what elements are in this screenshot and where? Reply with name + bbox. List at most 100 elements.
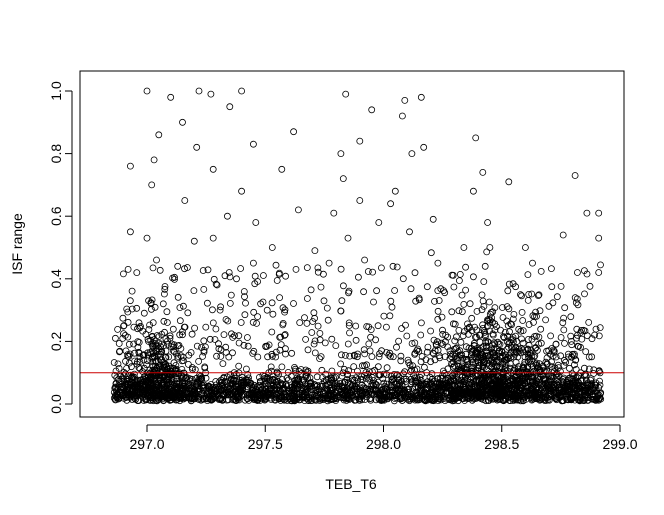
data-point bbox=[130, 323, 138, 331]
data-point bbox=[552, 340, 560, 348]
data-point bbox=[267, 363, 275, 371]
data-point bbox=[437, 339, 445, 347]
data-point bbox=[162, 347, 170, 355]
data-point bbox=[479, 168, 487, 176]
data-point bbox=[119, 314, 127, 322]
data-point bbox=[303, 295, 311, 302]
data-point bbox=[470, 339, 478, 347]
data-point bbox=[479, 324, 487, 332]
data-point bbox=[131, 349, 138, 357]
data-point bbox=[275, 370, 283, 378]
data-point bbox=[240, 341, 248, 349]
data-point bbox=[299, 394, 307, 402]
data-point bbox=[469, 273, 477, 281]
data-point bbox=[540, 367, 548, 375]
data-point bbox=[133, 385, 141, 393]
data-point bbox=[209, 319, 217, 327]
data-point bbox=[456, 270, 464, 278]
data-point bbox=[256, 389, 264, 397]
data-point bbox=[220, 331, 228, 339]
data-point bbox=[294, 206, 302, 214]
data-point bbox=[196, 373, 204, 381]
data-point bbox=[248, 391, 256, 399]
data-point bbox=[190, 237, 198, 245]
data-point bbox=[568, 370, 576, 378]
data-point bbox=[483, 248, 491, 256]
data-point bbox=[545, 384, 553, 391]
data-point bbox=[161, 328, 168, 336]
data-point bbox=[470, 389, 478, 397]
data-point bbox=[467, 363, 475, 371]
data-point bbox=[346, 352, 354, 360]
data-point bbox=[303, 264, 311, 272]
data-point bbox=[185, 381, 193, 388]
data-point bbox=[577, 390, 584, 398]
data-point bbox=[480, 302, 488, 310]
data-point bbox=[249, 318, 257, 326]
data-point bbox=[275, 389, 283, 397]
data-point bbox=[577, 329, 584, 336]
data-point bbox=[281, 308, 289, 316]
data-point bbox=[409, 362, 416, 370]
data-point bbox=[480, 278, 488, 286]
data-point bbox=[120, 322, 127, 330]
data-point bbox=[434, 315, 442, 323]
data-point bbox=[455, 277, 463, 285]
data-point bbox=[174, 342, 182, 350]
data-point bbox=[377, 264, 385, 272]
data-point bbox=[439, 326, 446, 334]
data-point bbox=[520, 348, 527, 356]
data-point bbox=[510, 386, 518, 394]
data-point bbox=[120, 270, 127, 278]
data-point bbox=[178, 357, 186, 365]
data-point bbox=[271, 396, 279, 404]
data-point bbox=[268, 386, 275, 394]
data-point bbox=[462, 286, 470, 294]
data-point bbox=[398, 325, 406, 332]
data-point bbox=[281, 306, 289, 314]
data-point bbox=[149, 393, 157, 401]
data-point bbox=[451, 391, 459, 399]
data-point bbox=[567, 313, 575, 321]
data-point bbox=[467, 351, 475, 359]
data-point bbox=[411, 339, 419, 347]
data-point bbox=[135, 338, 143, 346]
data-point bbox=[200, 337, 208, 345]
data-point bbox=[147, 299, 155, 307]
data-point bbox=[143, 87, 151, 95]
data-point bbox=[153, 332, 161, 339]
data-point bbox=[213, 352, 221, 360]
data-point bbox=[240, 288, 248, 295]
data-point bbox=[380, 370, 388, 378]
data-point bbox=[365, 323, 373, 331]
data-point bbox=[179, 395, 186, 403]
data-point bbox=[253, 319, 261, 327]
data-point bbox=[316, 394, 323, 402]
data-point bbox=[393, 380, 401, 388]
data-point bbox=[477, 381, 485, 389]
data-point bbox=[479, 321, 487, 329]
data-point bbox=[431, 347, 439, 355]
data-point bbox=[126, 387, 134, 395]
data-point bbox=[524, 346, 532, 354]
data-point bbox=[233, 275, 240, 283]
data-point bbox=[488, 314, 496, 322]
data-point bbox=[126, 297, 134, 305]
data-point bbox=[437, 396, 445, 404]
data-point bbox=[361, 256, 369, 264]
data-point bbox=[464, 330, 472, 338]
data-point bbox=[261, 395, 269, 403]
x-tick-label: 297.0 bbox=[129, 436, 164, 452]
data-point bbox=[555, 379, 563, 387]
data-point bbox=[114, 325, 121, 333]
data-point bbox=[257, 378, 265, 386]
data-point bbox=[506, 328, 513, 336]
data-point bbox=[178, 328, 186, 336]
data-point bbox=[165, 353, 173, 361]
data-point bbox=[500, 333, 507, 341]
data-point bbox=[504, 322, 512, 329]
data-point bbox=[509, 280, 517, 288]
data-point bbox=[548, 363, 556, 371]
data-point bbox=[185, 351, 193, 359]
data-point bbox=[361, 389, 369, 397]
